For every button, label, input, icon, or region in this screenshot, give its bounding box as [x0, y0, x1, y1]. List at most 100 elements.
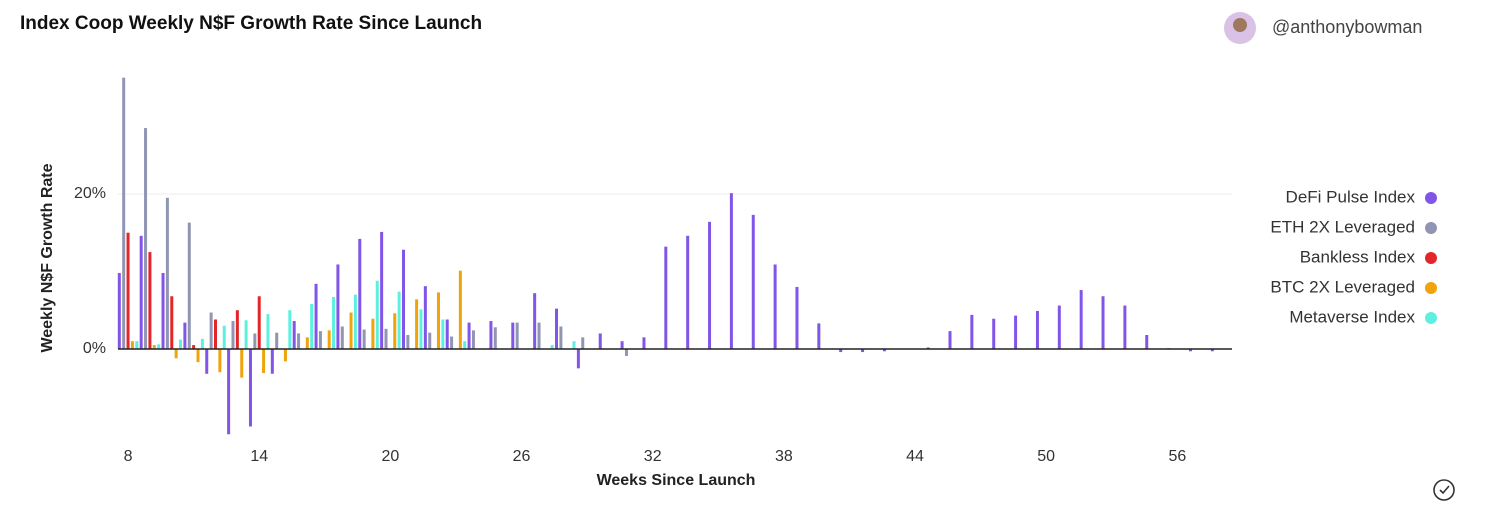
x-tick-label: 20: [381, 448, 399, 465]
bar: [581, 337, 585, 349]
bar: [196, 348, 200, 363]
bar: [231, 321, 235, 349]
bar: [139, 235, 143, 349]
legend-label: ETH 2X Leveraged: [1270, 217, 1415, 236]
bar: [511, 322, 515, 349]
bar: [275, 332, 279, 349]
bar: [436, 292, 440, 349]
bar: [353, 294, 357, 349]
bar: [463, 341, 467, 349]
bar: [572, 341, 576, 349]
bar: [253, 333, 257, 349]
bar: [375, 280, 379, 349]
bar: [1145, 335, 1149, 349]
bar: [349, 312, 353, 349]
bar: [970, 314, 974, 349]
legend-label: Metaverse Index: [1289, 307, 1415, 326]
bar: [266, 314, 270, 349]
bar: [248, 348, 252, 427]
bar: [170, 296, 174, 349]
y-tick-label: 20%: [74, 185, 106, 202]
bar: [218, 348, 222, 373]
bar: [340, 326, 344, 349]
check-icon[interactable]: [1433, 479, 1455, 501]
bar: [380, 231, 384, 349]
bar: [751, 214, 755, 349]
author: @anthonybowman: [1272, 17, 1422, 37]
bar: [445, 319, 449, 349]
bar: [664, 246, 668, 349]
bar: [235, 310, 239, 349]
bar: [165, 197, 169, 349]
bar: [122, 77, 126, 349]
bar: [244, 320, 248, 349]
bar: [292, 321, 296, 349]
bar: [358, 238, 362, 349]
legend-label: BTC 2X Leveraged: [1270, 277, 1415, 296]
bar: [262, 348, 266, 373]
x-tick-label: 44: [906, 448, 924, 465]
bar: [152, 345, 156, 349]
bar: [620, 341, 624, 349]
legend-label: DeFi Pulse Index: [1286, 187, 1416, 206]
bar: [222, 325, 226, 349]
bar: [817, 323, 821, 349]
bar: [450, 336, 454, 349]
bar: [240, 348, 244, 378]
legend-label: Bankless Index: [1300, 247, 1416, 266]
bar: [926, 347, 930, 349]
bar: [283, 348, 287, 362]
bar: [708, 221, 712, 349]
bar: [1057, 305, 1061, 349]
bar: [537, 322, 541, 349]
bar: [555, 308, 559, 349]
bar: [144, 128, 148, 349]
y-tick-label: 0%: [83, 340, 106, 357]
bar: [192, 345, 196, 349]
x-tick-label: 38: [775, 448, 793, 465]
bar: [729, 193, 733, 349]
bar: [209, 312, 213, 349]
x-tick-label: 26: [513, 448, 531, 465]
bar: [773, 264, 777, 349]
bar: [559, 326, 563, 349]
bar: [157, 344, 161, 349]
legend-dot: [1425, 252, 1437, 264]
x-tick-label: 8: [124, 448, 133, 465]
bar: [401, 249, 405, 349]
bar: [161, 273, 165, 349]
avatar-face: [1233, 18, 1247, 32]
bar: [406, 335, 410, 349]
bar: [257, 296, 261, 349]
legend-dot: [1425, 282, 1437, 294]
x-tick-label: 50: [1037, 448, 1055, 465]
bar: [227, 348, 231, 435]
bar: [489, 321, 493, 349]
bar: [515, 322, 519, 349]
bar: [297, 333, 301, 349]
bar: [423, 286, 427, 349]
bar: [471, 330, 475, 349]
bar: [419, 309, 423, 349]
bar: [550, 345, 554, 349]
y-axis-label: Weekly N$F Growth Rate: [39, 163, 56, 352]
bar: [397, 291, 401, 349]
bar: [130, 341, 134, 349]
x-tick-label: 14: [250, 448, 268, 465]
bar: [270, 348, 274, 374]
bar: [362, 329, 366, 349]
bar: [992, 318, 996, 349]
bar: [327, 330, 331, 349]
bar: [183, 322, 187, 349]
bar: [948, 331, 952, 349]
x-tick-label: 56: [1168, 448, 1186, 465]
bar: [205, 348, 209, 374]
bar: [1079, 290, 1083, 349]
bar: [415, 299, 419, 349]
bar: [686, 235, 690, 349]
bar: [458, 270, 462, 349]
bar: [795, 286, 799, 349]
legend-dot: [1425, 222, 1437, 234]
bar: [576, 348, 580, 369]
